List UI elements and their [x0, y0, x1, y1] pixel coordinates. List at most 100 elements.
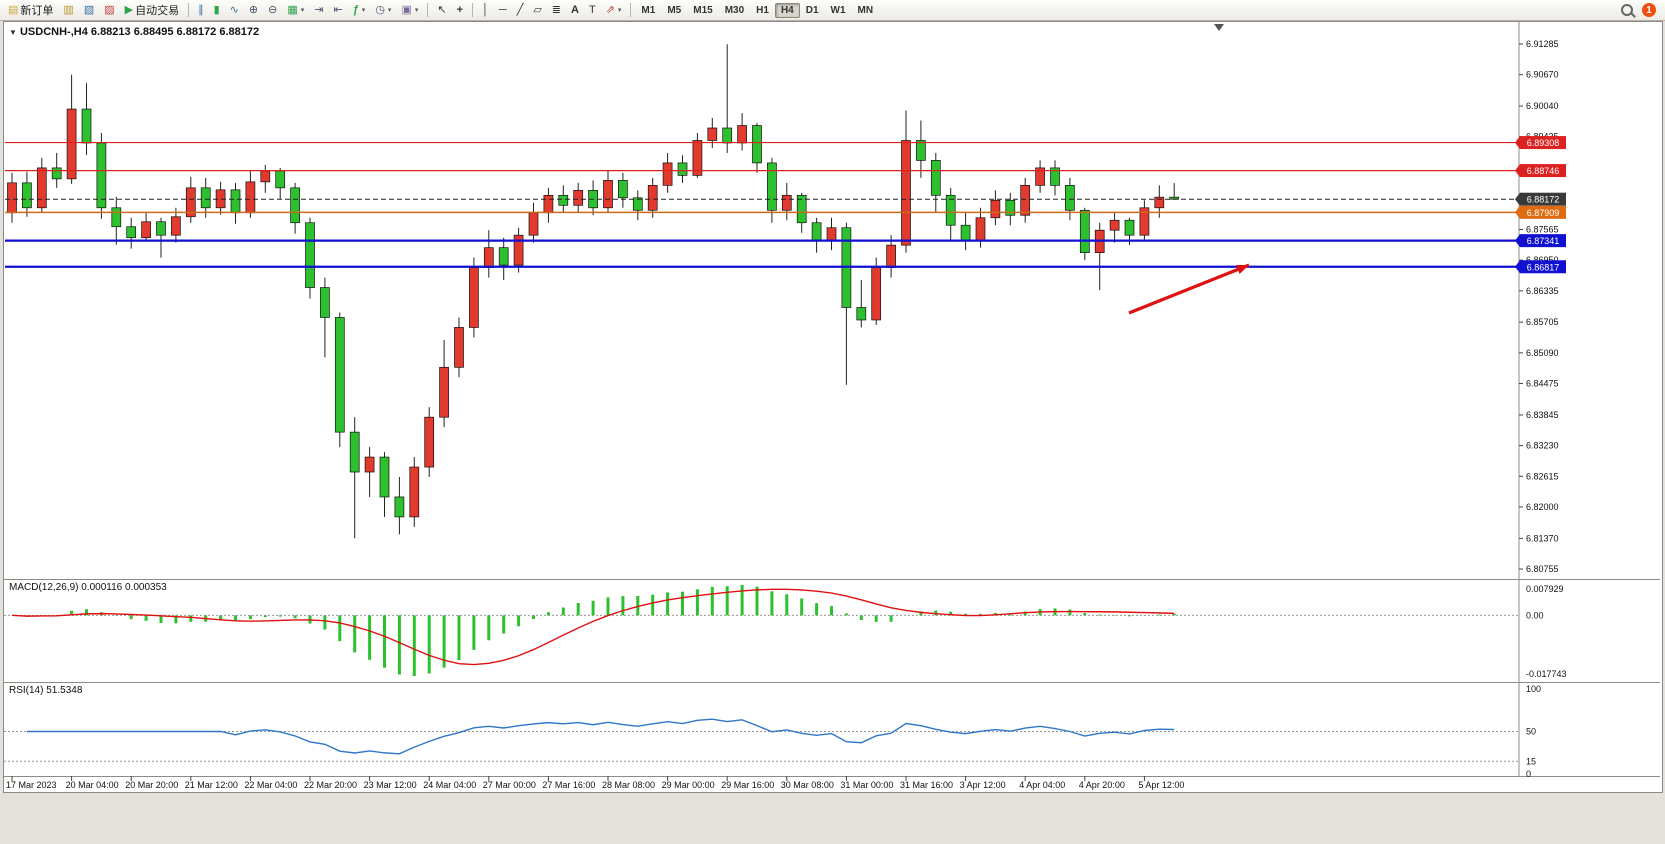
svg-text:6.86335: 6.86335	[1526, 286, 1559, 296]
chart-shift-icon: ⇤	[333, 3, 343, 16]
svg-text:5 Apr 12:00: 5 Apr 12:00	[1138, 780, 1184, 790]
channel-button[interactable]: ▱	[529, 1, 545, 20]
svg-text:4 Apr 04:00: 4 Apr 04:00	[1019, 780, 1065, 790]
timeframe-m15[interactable]: M15	[693, 4, 713, 16]
timeframe-m1[interactable]: M1	[641, 4, 656, 16]
timeframe-h4[interactable]: H4	[774, 2, 800, 18]
svg-text:6.80755: 6.80755	[1526, 564, 1559, 574]
chart-ohlc-quote: 6.88213 6.88495 6.88172 6.88172	[90, 26, 260, 38]
svg-text:6.88746: 6.88746	[1527, 166, 1560, 176]
periods-icon: ◷	[375, 3, 385, 16]
auto-scroll-button[interactable]: ⇥	[310, 1, 327, 20]
dropdown-icon: ▾	[300, 7, 305, 14]
chart-symbol-period: USDCNH-,H4	[19, 26, 88, 38]
cursor-icon: ↖	[437, 3, 447, 16]
svg-text:50: 50	[1526, 727, 1536, 737]
navigator-button[interactable]: ▧	[80, 1, 98, 20]
timeframe-h1[interactable]: H1	[756, 4, 769, 16]
timeframe-group: M1 M5 M15 M30 H1 H4 D1 W1 MN	[635, 2, 879, 18]
bar-chart-button[interactable]: ∥	[194, 1, 208, 20]
svg-text:6.85705: 6.85705	[1526, 317, 1559, 327]
crosshair-button[interactable]: +	[453, 1, 467, 20]
vertical-line-icon: │	[482, 3, 489, 16]
svg-text:6.82000: 6.82000	[1526, 502, 1559, 512]
indicators-button[interactable]: ƒ ▾	[349, 1, 370, 20]
dropdown-icon: ▾	[361, 7, 366, 14]
autotrading-button[interactable]: ▶ 自动交易	[121, 1, 183, 20]
svg-text:6.85090: 6.85090	[1526, 348, 1559, 358]
svg-text:20 Mar 04:00: 20 Mar 04:00	[66, 780, 119, 790]
text-button[interactable]: A	[567, 1, 583, 20]
svg-text:6.90040: 6.90040	[1526, 101, 1559, 111]
dropdown-icon: ▾	[617, 7, 622, 14]
svg-text:15: 15	[1526, 756, 1536, 766]
svg-text:31 Mar 16:00: 31 Mar 16:00	[900, 780, 953, 790]
timeframe-m5[interactable]: M5	[667, 4, 682, 16]
svg-text:30 Mar 08:00: 30 Mar 08:00	[781, 780, 834, 790]
timeframe-m30[interactable]: M30	[724, 4, 745, 16]
new-chart-button[interactable]: ▦ ▾	[283, 1, 308, 20]
market-watch-button[interactable]: ▥	[59, 1, 77, 20]
text-label-button[interactable]: T	[585, 1, 600, 20]
trendline-icon: ╱	[516, 3, 524, 16]
templates-button[interactable]: ▣ ▾	[397, 1, 422, 20]
svg-text:6.83230: 6.83230	[1526, 441, 1559, 451]
search-button[interactable]	[1617, 1, 1637, 20]
svg-text:6.83845: 6.83845	[1526, 410, 1559, 420]
channel-icon: ▱	[533, 3, 542, 16]
templates-icon: ▣	[401, 3, 412, 16]
chart-window: 6.912856.906706.900406.894256.887956.881…	[3, 21, 1663, 793]
timeframe-w1[interactable]: W1	[830, 4, 846, 16]
toolbar-separator	[427, 3, 429, 17]
chart-collapse-icon[interactable]: ▼	[9, 28, 17, 37]
svg-text:3 Apr 12:00: 3 Apr 12:00	[960, 780, 1006, 790]
zoom-out-icon: ⊖	[268, 3, 278, 16]
navigator-icon: ▧	[83, 3, 95, 16]
zoom-in-button[interactable]: ⊕	[245, 1, 262, 20]
svg-text:31 Mar 00:00: 31 Mar 00:00	[840, 780, 893, 790]
svg-text:6.86950: 6.86950	[1526, 255, 1559, 265]
svg-text:6.91285: 6.91285	[1526, 39, 1559, 49]
fibonacci-button[interactable]: ≣	[548, 1, 565, 20]
vertical-line-button[interactable]: │	[478, 1, 493, 20]
candlestick-chart-button[interactable]: ▮	[210, 1, 224, 20]
toolbar-separator	[630, 3, 632, 17]
svg-text:20 Mar 20:00: 20 Mar 20:00	[125, 780, 178, 790]
chart-title: ▼ USDCNH-,H4 6.88213 6.88495 6.88172 6.8…	[9, 26, 259, 38]
annotation-arrow[interactable]	[1128, 263, 1250, 315]
notification-badge[interactable]: 1	[1642, 3, 1656, 17]
horizontal-line-icon: ─	[498, 3, 507, 16]
timeframe-d1[interactable]: D1	[805, 4, 819, 16]
svg-text:100: 100	[1526, 684, 1541, 694]
terminal-icon: ▨	[104, 3, 115, 16]
cursor-button[interactable]: ↖	[433, 1, 450, 20]
timeframe-mn[interactable]: MN	[857, 4, 874, 16]
macd-indicator-label: MACD(12,26,9) 0.000116 0.000353	[9, 582, 167, 593]
line-chart-icon: ∿	[229, 3, 239, 16]
text-label-icon: T	[588, 3, 596, 16]
dropdown-icon: ▾	[387, 7, 392, 14]
crosshair-icon: +	[456, 3, 464, 16]
svg-text:6.86817: 6.86817	[1527, 262, 1560, 272]
svg-text:6.84475: 6.84475	[1526, 379, 1559, 389]
shapes-button[interactable]: ⇗ ▾	[602, 1, 626, 20]
toolbar-separator	[188, 3, 190, 17]
svg-text:-0.017743: -0.017743	[1526, 669, 1567, 679]
chart-shift-button[interactable]: ⇤	[329, 1, 346, 20]
new-order-button[interactable]: ▤ 新订单	[4, 1, 57, 20]
line-chart-button[interactable]: ∿	[226, 1, 243, 20]
periods-button[interactable]: ◷ ▾	[371, 1, 395, 20]
horizontal-line-button[interactable]: ─	[495, 1, 511, 20]
svg-text:6.89308: 6.89308	[1527, 138, 1560, 148]
terminal-button[interactable]: ▨	[100, 1, 118, 20]
zoom-out-button[interactable]: ⊖	[264, 1, 281, 20]
shapes-icon: ⇗	[605, 3, 615, 16]
dropdown-icon: ▾	[414, 7, 419, 14]
chart-canvas[interactable]: 6.912856.906706.900406.894256.887956.881…	[4, 22, 1660, 790]
svg-text:17 Mar 2023: 17 Mar 2023	[6, 780, 57, 790]
svg-text:6.90670: 6.90670	[1526, 70, 1559, 80]
svg-text:22 Mar 04:00: 22 Mar 04:00	[244, 780, 297, 790]
svg-text:6.81370: 6.81370	[1526, 533, 1559, 543]
trendline-button[interactable]: ╱	[513, 1, 528, 20]
svg-text:27 Mar 00:00: 27 Mar 00:00	[483, 780, 536, 790]
